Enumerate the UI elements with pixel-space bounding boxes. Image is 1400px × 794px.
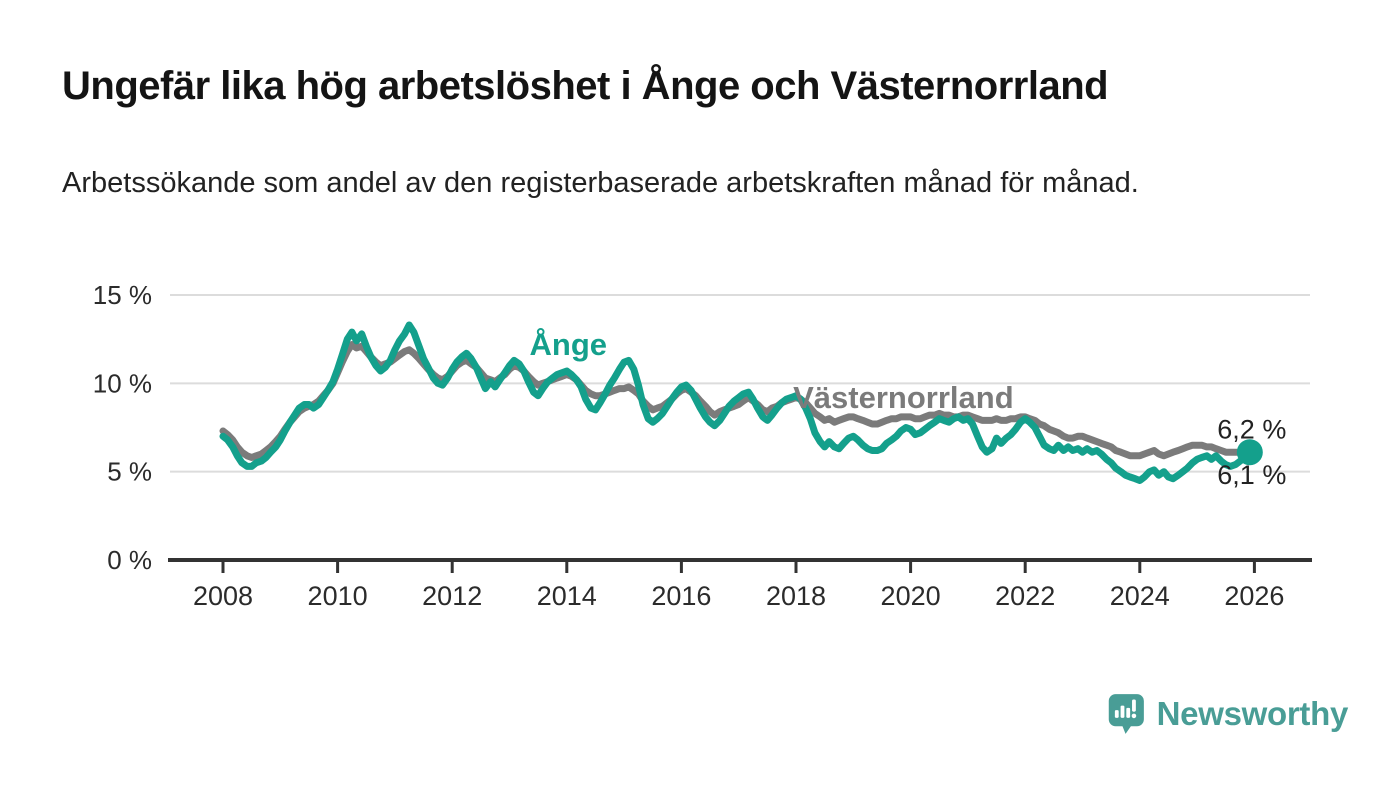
y-axis-tick-label: 15 % — [93, 280, 152, 310]
bar-chart-speech-bubble-icon — [1108, 694, 1144, 734]
x-axis-tick-label: 2020 — [881, 581, 941, 611]
x-axis-tick-label: 2026 — [1224, 581, 1284, 611]
series-label-ånge: Ånge — [530, 327, 608, 362]
y-axis-tick-label: 10 % — [93, 368, 152, 398]
x-axis-tick-label: 2012 — [422, 581, 482, 611]
x-axis-tick-label: 2024 — [1110, 581, 1170, 611]
chart-subtitle: Arbetssökande som andel av den registerb… — [62, 167, 1139, 199]
line-chart: 0 % 5 % 10 % 15 % 2008 2010 2012 2014 2016 2018 20… — [93, 280, 1312, 611]
x-axis-tick-label: 2010 — [308, 581, 368, 611]
x-axis-tick-label: 2022 — [995, 581, 1055, 611]
newsworthy-logo: Newsworthy — [1108, 684, 1348, 744]
y-axis-tick-label: 5 % — [107, 457, 152, 487]
x-axis-tick-label: 2016 — [651, 581, 711, 611]
x-axis-tick-label: 2008 — [193, 581, 253, 611]
end-value-label-ånge: 6,1 % — [1217, 460, 1286, 490]
series-line-ånge — [219, 321, 1254, 484]
series-label-västernorrland: Västernorrland — [793, 380, 1014, 415]
latest-value-dot — [1236, 439, 1263, 466]
x-axis-tick-label: 2014 — [537, 581, 597, 611]
brand-name: Newsworthy — [1156, 695, 1349, 732]
x-axis-tick-label: 2018 — [766, 581, 826, 611]
y-axis-tick-label: 0 % — [107, 545, 152, 575]
chart-title: Ungefär lika hög arbetslöshet i Ånge och… — [62, 64, 1109, 108]
